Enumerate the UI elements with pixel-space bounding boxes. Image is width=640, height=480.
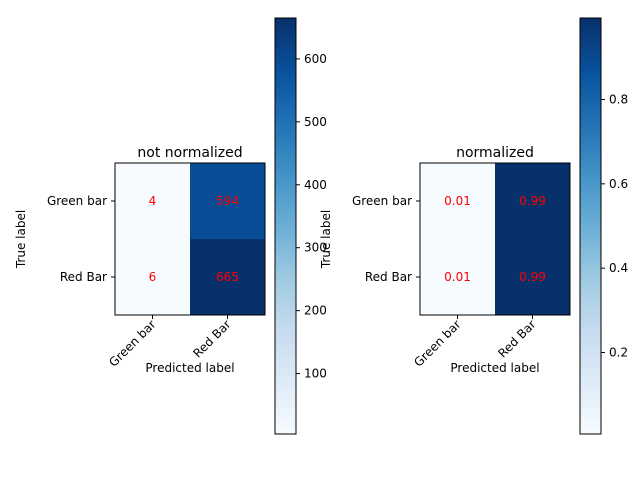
heatmap-cells xyxy=(420,163,570,315)
heatmap-cell-r0-c1 xyxy=(190,163,265,239)
cell-label-r0-c1: 594 xyxy=(216,194,239,208)
cell-label-r0-c0: 0.01 xyxy=(444,194,471,208)
heatmap-cell-r0-c0 xyxy=(420,163,495,239)
x-tick-label: Red Bar xyxy=(495,317,538,360)
x-axis-label: Predicted label xyxy=(450,361,539,375)
heatmap-cell-r1-c1 xyxy=(190,239,265,315)
colorbar-gradient xyxy=(579,17,602,435)
cell-label-r1-c0: 6 xyxy=(149,270,157,284)
cell-label-r1-c1: 0.99 xyxy=(519,270,546,284)
x-tick-label: Red Bar xyxy=(190,317,233,360)
colorbar-tick-label: 0.6 xyxy=(609,177,628,191)
cell-labels: 0.01 0.99 0.01 0.99 xyxy=(444,194,546,284)
colorbar-tick-label: 0.2 xyxy=(609,345,628,359)
heatmap-normalized: 0.01 0.99 0.01 0.99 normalized Green bar Red… xyxy=(319,145,571,375)
cell-label-r0-c0: 4 xyxy=(149,194,157,208)
cell-label-r1-c0: 0.01 xyxy=(444,270,471,284)
heatmap-title: not normalized xyxy=(137,145,242,161)
colorbar-gradient xyxy=(274,17,297,435)
y-ticks: Green bar Red Bar xyxy=(352,194,420,284)
y-tick-label: Green bar xyxy=(47,194,107,208)
cell-label-r0-c1: 0.99 xyxy=(519,194,546,208)
heatmap-frame xyxy=(419,162,571,316)
colorbar-tick-label: 100 xyxy=(304,367,327,381)
x-axis-label: Predicted label xyxy=(145,361,234,375)
heatmap-cell-r1-c0 xyxy=(420,239,495,315)
y-tick-label: Red Bar xyxy=(365,270,412,284)
y-axis-label: True label xyxy=(319,210,333,269)
heatmap-not-normalized: 4 594 6 665 not normalized Green bar Red Bar… xyxy=(14,145,266,375)
y-tick-label: Red Bar xyxy=(60,270,107,284)
colorbar-tick-label: 300 xyxy=(304,241,327,255)
colorbar-tick-label: 0.4 xyxy=(609,261,628,275)
y-tick-label: Green bar xyxy=(352,194,412,208)
colorbar-ticks: 100 200 300 400 500 600 xyxy=(296,52,327,381)
heatmap-cell-r1-c1 xyxy=(495,239,570,315)
heatmap-cell-r0-c0 xyxy=(115,163,190,239)
colorbar-normalized: 0.2 0.4 0.6 0.8 xyxy=(579,17,628,435)
colorbar-tick-label: 200 xyxy=(304,304,327,318)
colorbar-tick-label: 500 xyxy=(304,115,327,129)
colorbar-ticks: 0.2 0.4 0.6 0.8 xyxy=(601,93,628,359)
y-ticks: Green bar Red Bar xyxy=(47,194,115,284)
heatmap-frame xyxy=(114,162,266,316)
y-axis-label: True label xyxy=(14,210,28,269)
cell-labels: 4 594 6 665 xyxy=(149,194,239,284)
colorbar-tick-label: 400 xyxy=(304,178,327,192)
colorbar-tick-label: 0.8 xyxy=(609,93,628,107)
colorbar-tick-label: 600 xyxy=(304,52,327,66)
heatmap-cell-r0-c1 xyxy=(495,163,570,239)
heatmap-cells xyxy=(115,163,265,315)
heatmap-title: normalized xyxy=(456,145,534,161)
cell-label-r1-c1: 665 xyxy=(216,270,239,284)
colorbar-not-normalized: 100 200 300 400 500 600 xyxy=(274,17,327,435)
heatmap-cell-r1-c0 xyxy=(115,239,190,315)
